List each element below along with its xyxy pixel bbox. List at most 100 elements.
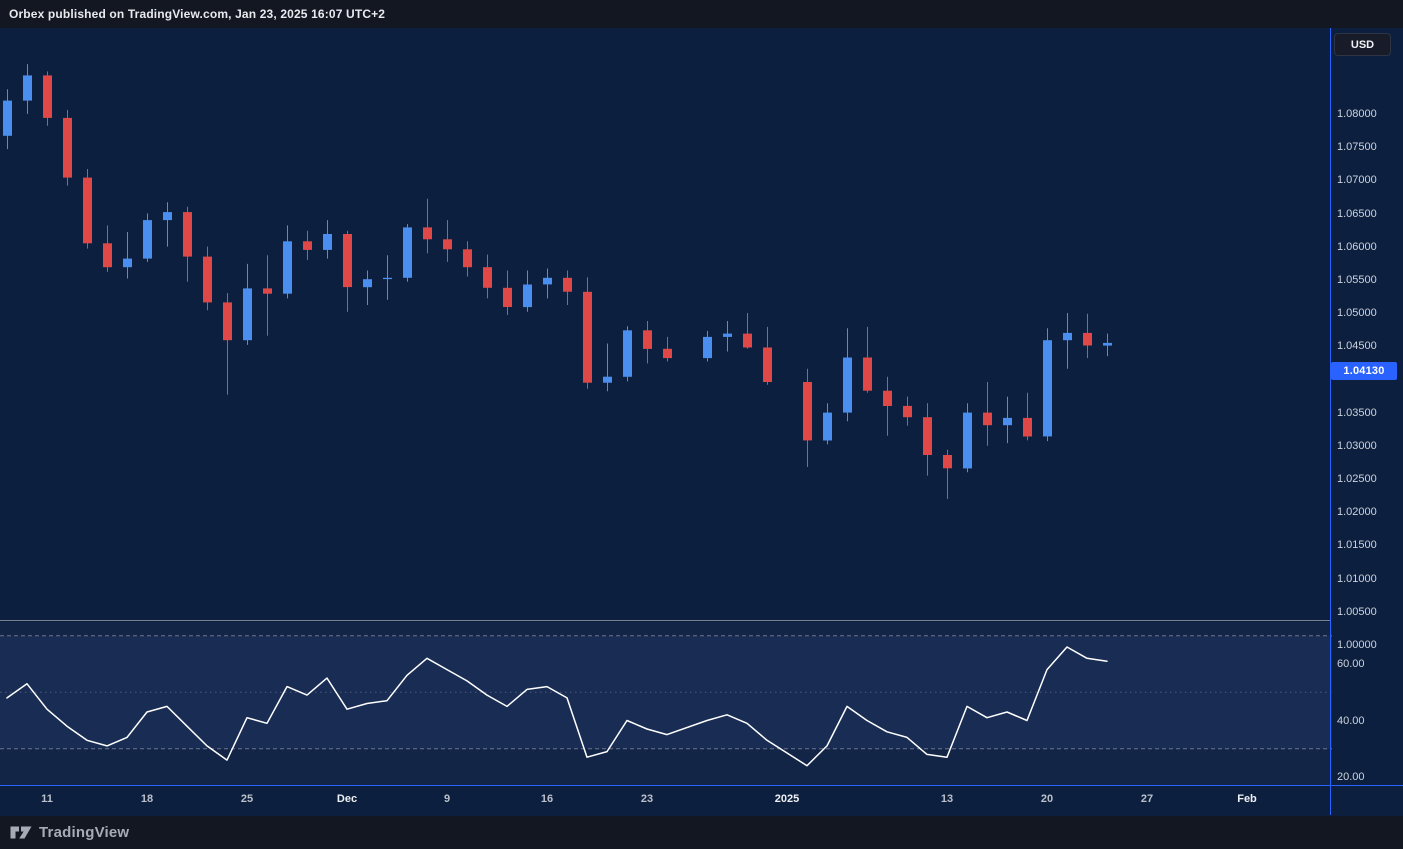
price-tick: 1.05500	[1337, 274, 1377, 286]
candle	[63, 109, 72, 186]
price-tick: 1.00000	[1337, 639, 1377, 651]
price-tick: 1.00500	[1337, 606, 1377, 618]
candle	[143, 213, 152, 262]
last-price-label: 1.04130	[1331, 362, 1397, 380]
currency-usd-label: USD	[1350, 38, 1375, 51]
candle	[463, 241, 472, 277]
candle	[743, 313, 752, 349]
currency-usd-button[interactable]: USD	[1334, 33, 1391, 56]
time-tick-23: 23	[640, 793, 654, 805]
candle	[923, 403, 932, 476]
candle	[583, 277, 592, 389]
time-tick-2025: 2025	[774, 793, 800, 805]
rsi-tick: 20.00	[1337, 771, 1365, 783]
price-tick: 1.02000	[1337, 506, 1377, 518]
candle	[503, 270, 512, 315]
candle	[983, 382, 992, 446]
footer-bar: TradingView	[0, 816, 1403, 849]
candle	[963, 403, 972, 473]
candle	[103, 225, 112, 272]
price-tick: 1.07500	[1337, 141, 1377, 153]
chart-surface: 1.08000 1.07500 1.07000 1.06500 1.06000 1.055…	[0, 28, 1403, 816]
candle	[663, 336, 672, 362]
rsi-tick: 60.00	[1337, 658, 1365, 670]
price-tick: 1.05000	[1337, 307, 1377, 319]
candle	[623, 326, 632, 382]
candle	[1063, 313, 1072, 369]
candle	[703, 330, 712, 362]
candle	[223, 293, 232, 395]
candle	[363, 270, 372, 305]
tradingview-icon	[10, 826, 32, 839]
price-tick: 1.07000	[1337, 174, 1377, 186]
rsi-pane-background	[0, 622, 1332, 785]
time-axis[interactable]: 11 18 25 Dec 9 16 23 2025 13 20 27 Feb	[0, 785, 1330, 816]
time-tick-13: 13	[940, 793, 954, 805]
time-tick-27: 27	[1140, 793, 1154, 805]
candle	[203, 246, 212, 311]
candle	[423, 198, 432, 254]
price-pane[interactable]	[0, 28, 1332, 620]
candle	[543, 268, 552, 299]
rsi-pane[interactable]	[0, 622, 1332, 785]
candle	[843, 328, 852, 422]
candle	[943, 449, 952, 499]
tradingview-logo[interactable]: TradingView	[10, 824, 129, 841]
candle	[563, 270, 572, 305]
time-tick-16: 16	[540, 793, 554, 805]
attribution-text: Orbex published on TradingView.com, Jan …	[9, 7, 386, 21]
candle	[83, 169, 92, 249]
attribution-bar: Orbex published on TradingView.com, Jan …	[0, 0, 1403, 28]
price-axis[interactable]: 1.08000 1.07500 1.07000 1.06500 1.06000 1.055…	[1330, 28, 1403, 785]
time-tick-25: 25	[240, 793, 254, 805]
candle	[823, 403, 832, 445]
candle	[183, 206, 192, 282]
price-tick: 1.01000	[1337, 573, 1377, 585]
time-tick-18: 18	[140, 793, 154, 805]
candle	[1083, 313, 1092, 359]
candle	[643, 321, 652, 364]
candle	[343, 230, 352, 312]
price-tick: 1.03000	[1337, 440, 1377, 452]
time-tick-Feb: Feb	[1237, 793, 1257, 805]
axis-divider-horizontal	[0, 785, 1403, 786]
time-tick-Dec: Dec	[336, 793, 358, 805]
price-tick: 1.08000	[1337, 108, 1377, 120]
tradingview-wordmark: TradingView	[39, 824, 130, 841]
price-tick: 1.02500	[1337, 473, 1377, 485]
candle	[323, 220, 332, 259]
candle	[163, 202, 172, 247]
candle	[123, 232, 132, 279]
last-price-value: 1.04130	[1343, 365, 1385, 377]
rsi-line	[6, 646, 1108, 767]
candle	[903, 396, 912, 426]
time-tick-20: 20	[1040, 793, 1054, 805]
candle	[23, 64, 32, 114]
rsi-tick: 40.00	[1337, 715, 1365, 727]
candle	[1003, 396, 1012, 444]
candle	[263, 255, 272, 336]
candle	[1103, 333, 1112, 357]
candle	[443, 220, 452, 262]
candle	[523, 270, 532, 312]
rsi-band	[0, 635, 1332, 749]
candle	[1043, 328, 1052, 442]
pane-separator[interactable]	[0, 620, 1330, 621]
price-tick: 1.03500	[1337, 407, 1377, 419]
price-tick: 1.06500	[1337, 208, 1377, 220]
candle	[483, 254, 492, 299]
price-tick: 1.01500	[1337, 539, 1377, 551]
candle	[3, 89, 12, 150]
candle	[303, 230, 312, 260]
candle	[883, 376, 892, 436]
candle	[283, 225, 292, 299]
candle	[1023, 392, 1032, 441]
candle	[403, 224, 412, 282]
axis-divider-vertical	[1330, 28, 1331, 815]
candle	[243, 263, 252, 345]
time-tick-9: 9	[443, 793, 451, 805]
candle	[763, 326, 772, 385]
candle	[603, 343, 612, 392]
price-tick: 1.04500	[1337, 340, 1377, 352]
